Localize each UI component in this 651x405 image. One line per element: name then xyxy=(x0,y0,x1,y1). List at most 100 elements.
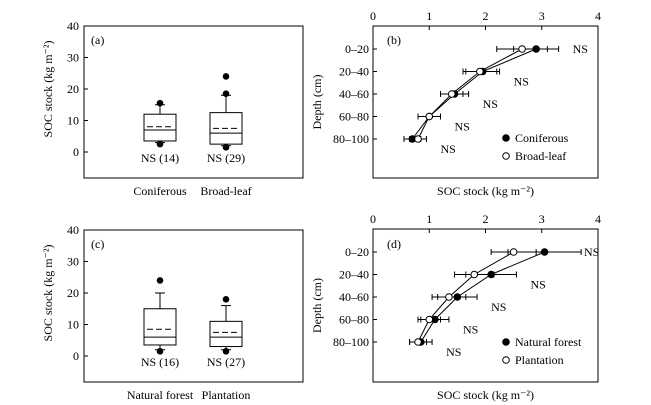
y-axis-label: SOC stock (kg m⁻²) xyxy=(41,41,55,138)
y-tick-label: 60–80 xyxy=(339,313,369,327)
y-tick-label: 80–100 xyxy=(333,132,369,146)
data-point xyxy=(518,45,526,53)
x-tick-label: 2 xyxy=(483,9,489,23)
y-tick-label: 40–60 xyxy=(339,87,369,101)
series-line xyxy=(411,48,537,140)
legend-label: Broad-leaf xyxy=(515,149,566,163)
series-line xyxy=(417,48,523,140)
x-category-label: Coniferous xyxy=(133,184,187,198)
y-axis-label: Depth (cm) xyxy=(310,75,324,130)
panel-d: (d) 0 1 2 3 4 0–20 20–40 40–60 60–80 80–100 Depth … xyxy=(310,212,601,402)
y-tick-label: 30 xyxy=(67,255,79,269)
box-iqr xyxy=(143,308,177,346)
x-tick-label: 1 xyxy=(426,212,432,226)
box-iqr xyxy=(209,320,243,348)
outlier-point xyxy=(156,347,164,355)
data-point xyxy=(453,293,462,301)
significance-label: NS xyxy=(530,278,545,292)
plot-frame xyxy=(83,25,304,179)
panel-label: (c) xyxy=(91,237,104,251)
x-category-label: Natural forest xyxy=(127,388,194,402)
x-tick-label: 0 xyxy=(370,9,376,23)
y-tick-label: 0–20 xyxy=(345,42,369,56)
plot-frame xyxy=(83,229,304,383)
significance-label: NS xyxy=(446,345,461,359)
data-point xyxy=(414,338,422,346)
y-tick-label: 0–20 xyxy=(345,245,369,259)
data-point xyxy=(532,45,540,53)
legend-label: Plantation xyxy=(515,353,564,367)
y-axis-label: SOC stock (kg m⁻²) xyxy=(41,245,55,342)
x-tick-label: 3 xyxy=(539,212,545,226)
legend-label: Natural forest xyxy=(515,335,582,349)
outlier-point xyxy=(156,277,164,284)
legend-marker xyxy=(502,134,510,142)
legend-marker xyxy=(502,152,510,160)
y-tick-label: 0 xyxy=(73,349,79,363)
outlier-point xyxy=(156,140,164,148)
outlier-point xyxy=(222,296,230,303)
y-tick-label: 60–80 xyxy=(339,110,369,124)
x-tick-label: 4 xyxy=(595,212,601,226)
y-tick-label: 40–60 xyxy=(339,290,369,304)
outlier-point xyxy=(222,73,230,80)
significance-label: NS xyxy=(455,120,470,134)
data-point xyxy=(487,270,495,279)
y-tick-label: 20–40 xyxy=(339,268,369,282)
significance-label: NS xyxy=(463,323,478,337)
data-point xyxy=(470,270,479,279)
box-iqr xyxy=(143,113,177,142)
data-point xyxy=(425,112,434,121)
x-category-label: Plantation xyxy=(202,388,251,402)
significance-label: NS (16) xyxy=(141,355,179,369)
data-point xyxy=(414,135,422,143)
significance-label: NS (29) xyxy=(207,151,245,165)
data-point xyxy=(476,67,484,76)
x-axis-label: SOC stock (kg m⁻²) xyxy=(437,388,534,402)
panel-b: (b) 0 1 2 3 4 0–20 20–40 40–60 60–80 80–100 Depth … xyxy=(310,9,601,198)
y-tick-label: 0 xyxy=(73,145,79,159)
panel-a: (a) 0 10 20 30 40 SOC stock (kg m⁻²) NS (14) Co… xyxy=(41,19,304,198)
y-tick-label: 40 xyxy=(67,223,79,237)
outlier-point xyxy=(222,90,230,98)
significance-label: NS xyxy=(514,75,529,89)
outlier-point xyxy=(222,347,230,355)
data-point xyxy=(540,248,549,256)
x-tick-label: 2 xyxy=(483,212,489,226)
legend-label: Coniferous xyxy=(515,131,569,145)
x-tick-label: 3 xyxy=(539,9,545,23)
y-tick-label: 20–40 xyxy=(339,65,369,79)
y-tick-label: 80–100 xyxy=(333,335,369,349)
outlier-point xyxy=(222,143,230,151)
significance-label: NS xyxy=(483,97,498,111)
significance-label: NS (27) xyxy=(207,355,245,369)
significance-label: NS xyxy=(491,300,506,314)
significance-label: NS xyxy=(573,42,588,56)
x-tick-label: 0 xyxy=(370,212,376,226)
y-axis-label: Depth (cm) xyxy=(310,278,324,333)
outlier-point xyxy=(156,99,164,107)
panel-c: (c) 0 10 20 30 40 SOC stock (kg m⁻²) NS (16) Na… xyxy=(41,223,304,402)
x-tick-label: 1 xyxy=(426,9,432,23)
x-tick-label: 4 xyxy=(595,9,601,23)
significance-label: NS (14) xyxy=(141,151,179,165)
legend-marker xyxy=(502,338,510,346)
significance-label: NS xyxy=(440,142,455,156)
data-point xyxy=(445,293,453,301)
data-point xyxy=(425,315,434,324)
y-tick-label: 20 xyxy=(67,82,79,96)
y-tick-label: 10 xyxy=(67,318,79,332)
significance-label: NS xyxy=(584,245,599,259)
panel-label: (a) xyxy=(91,33,104,47)
data-point xyxy=(509,248,518,256)
panel-label: (b) xyxy=(387,33,401,47)
y-tick-label: 20 xyxy=(67,286,79,300)
y-tick-label: 30 xyxy=(67,51,79,65)
panel-label: (d) xyxy=(387,237,401,251)
x-category-label: Broad-leaf xyxy=(200,184,251,198)
y-tick-label: 10 xyxy=(67,114,79,128)
data-point xyxy=(447,90,456,98)
y-tick-label: 40 xyxy=(67,19,79,33)
x-axis-label: SOC stock (kg m⁻²) xyxy=(437,184,534,198)
